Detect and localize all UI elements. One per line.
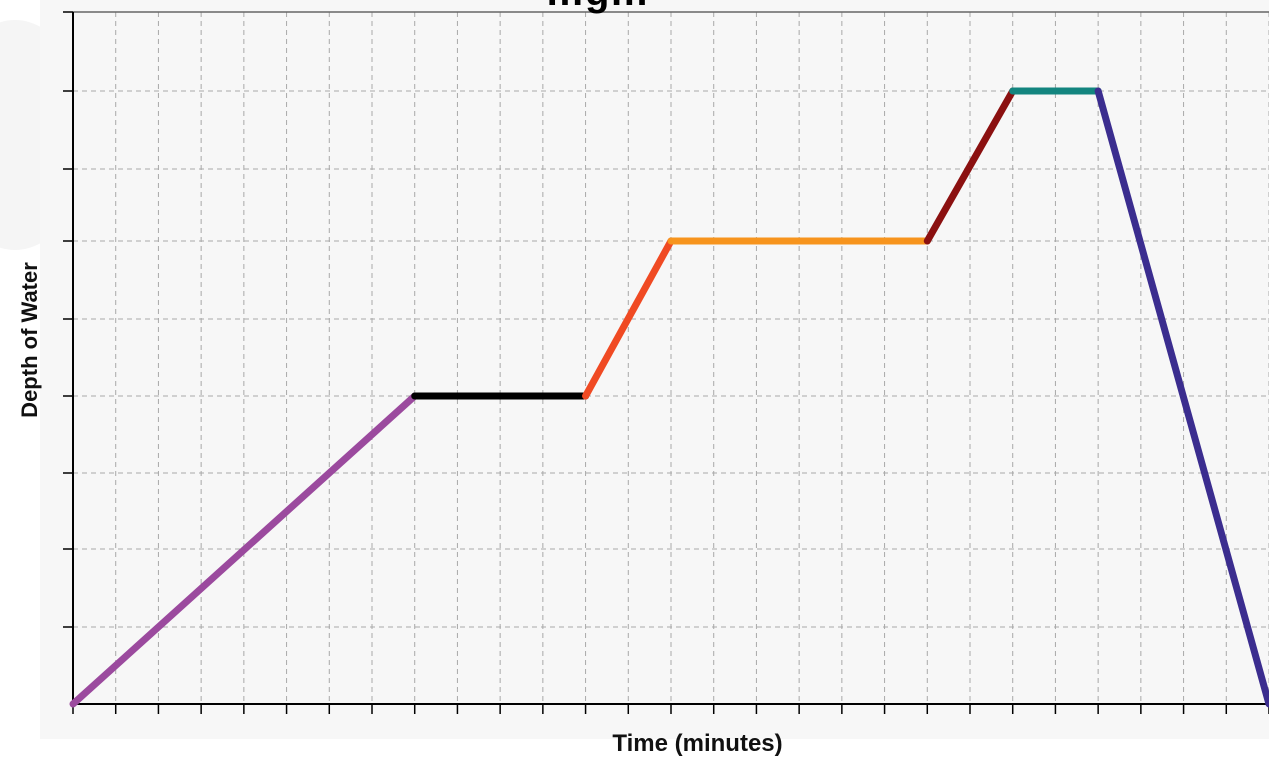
y-axis-label: Depth of Water (17, 262, 42, 418)
series-line-1 (69, 392, 419, 708)
axes (63, 11, 1269, 714)
plot-background (40, 0, 1269, 739)
chart-title: …g… (545, 0, 649, 12)
x-axis-label: Time (minutes) (612, 730, 783, 757)
series-line-7 (1094, 87, 1269, 708)
series-lines (69, 87, 1269, 708)
series-line-3 (582, 237, 675, 400)
grid (73, 11, 1269, 704)
series-line-5 (923, 87, 1017, 245)
